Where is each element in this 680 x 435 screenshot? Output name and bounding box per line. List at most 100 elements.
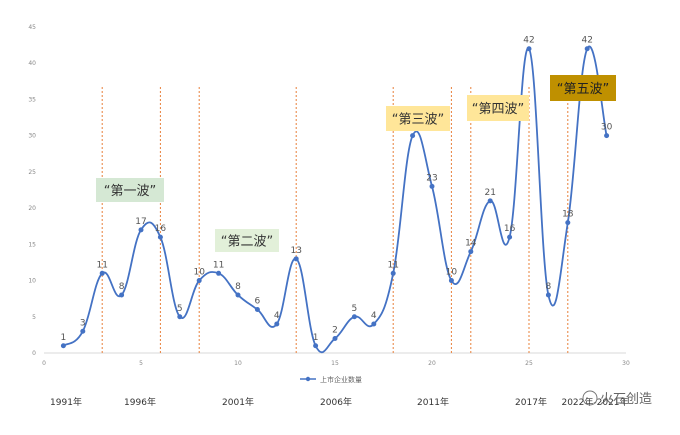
data-point <box>119 292 125 298</box>
watermark-logo-icon <box>582 390 598 406</box>
data-label: 11 <box>387 260 398 270</box>
data-point <box>313 343 319 349</box>
data-label: 42 <box>523 36 534 46</box>
data-label: 16 <box>504 224 516 234</box>
data-label: 2 <box>332 326 338 336</box>
data-label: 1 <box>313 333 319 343</box>
data-point <box>60 343 66 349</box>
x-tick-label: 0 <box>42 360 46 367</box>
wave-label: “第四波” <box>472 102 524 117</box>
data-point <box>177 314 183 320</box>
y-tick-label: 10 <box>28 278 36 285</box>
year-label: 2022年-2021年 <box>561 396 628 408</box>
wave-annotation: “第三波” <box>386 106 450 131</box>
year-label: 2006年 <box>320 396 352 408</box>
data-label: 4 <box>274 311 280 321</box>
bottom-labels: 上市企业数量 1991年 1996年 2001年 2006年 2011年 2017年 2022… <box>50 375 652 408</box>
data-point <box>371 321 377 327</box>
wave-label: “第三波” <box>392 113 444 128</box>
y-tick-label: 25 <box>28 169 36 176</box>
y-tick-label: 40 <box>28 60 36 67</box>
data-label: 6 <box>255 297 261 307</box>
data-point <box>410 133 416 139</box>
data-point <box>390 270 396 276</box>
data-point <box>235 292 241 298</box>
wave-annotation: “第二波” <box>215 229 279 252</box>
x-tick-label: 15 <box>331 360 339 367</box>
data-label: 8 <box>546 282 552 292</box>
wave-box <box>550 75 616 101</box>
data-label: 13 <box>290 246 301 256</box>
wave-label: “第五波” <box>557 82 609 97</box>
data-point <box>293 256 299 262</box>
year-label: 2011年 <box>417 396 449 408</box>
watermark-text: 火石创造 <box>600 392 652 407</box>
data-point <box>254 307 260 313</box>
wave-annotation: “第一波” <box>96 178 164 202</box>
data-label: 23 <box>426 173 437 183</box>
wave-annotations: “第一波” “第二波” “第三波” “第四波” “第五波” <box>96 75 616 252</box>
data-label: 3 <box>80 318 86 328</box>
y-tick-label: 0 <box>32 350 36 357</box>
data-label: 42 <box>581 36 592 46</box>
data-point <box>332 336 338 342</box>
data-point <box>604 133 610 139</box>
wave-box <box>215 229 279 252</box>
data-label: 5 <box>352 304 358 314</box>
data-label: 8 <box>235 282 241 292</box>
data-point <box>216 270 222 276</box>
data-label: 30 <box>601 123 613 133</box>
data-point <box>196 278 202 284</box>
data-label: 11 <box>213 260 224 270</box>
data-point <box>429 183 435 189</box>
y-tick-label: 45 <box>28 24 36 31</box>
data-point <box>99 270 105 276</box>
data-label: 5 <box>177 304 183 314</box>
data-point <box>274 321 280 327</box>
data-point <box>468 249 474 255</box>
data-label: 4 <box>371 311 377 321</box>
x-tick-label: 5 <box>139 360 143 367</box>
data-label: 14 <box>465 239 477 249</box>
legend-label: 上市企业数量 <box>320 375 362 384</box>
wave-label: “第一波” <box>104 184 156 199</box>
legend: 上市企业数量 <box>300 375 362 384</box>
data-label: 21 <box>484 188 495 198</box>
year-label: 1996年 <box>124 396 156 408</box>
year-label: 2017年 <box>515 396 547 408</box>
data-label: 18 <box>562 210 574 220</box>
wave-annotation: “第四波” <box>467 95 529 121</box>
wave-label: “第二波” <box>221 235 273 250</box>
data-point <box>545 292 551 298</box>
x-tick-label: 10 <box>234 360 242 367</box>
wave-box <box>96 178 164 202</box>
data-point <box>565 220 571 226</box>
y-tick-label: 20 <box>28 205 36 212</box>
data-label: 10 <box>193 268 205 278</box>
series-line <box>62 45 608 354</box>
data-point <box>526 46 532 52</box>
data-point <box>487 198 493 204</box>
y-tick-label: 5 <box>32 314 36 321</box>
data-point <box>157 234 163 240</box>
data-label: 8 <box>119 282 125 292</box>
legend-marker <box>305 376 311 382</box>
wave-box <box>467 95 529 121</box>
series-layer <box>60 45 610 354</box>
year-label: 1991年 <box>50 396 82 408</box>
y-tick-label: 15 <box>28 241 36 248</box>
data-point <box>80 328 86 334</box>
data-point <box>351 314 357 320</box>
y-tick-label: 35 <box>28 96 36 103</box>
y-tick-label: 30 <box>28 133 36 140</box>
data-point <box>138 227 144 233</box>
data-point <box>448 278 454 284</box>
data-label: 10 <box>446 268 458 278</box>
wave-annotation: “第五波” <box>550 75 616 101</box>
data-point <box>507 234 513 240</box>
x-tick-label: 25 <box>525 360 533 367</box>
x-tick-label: 20 <box>428 360 436 367</box>
data-point <box>584 46 590 52</box>
